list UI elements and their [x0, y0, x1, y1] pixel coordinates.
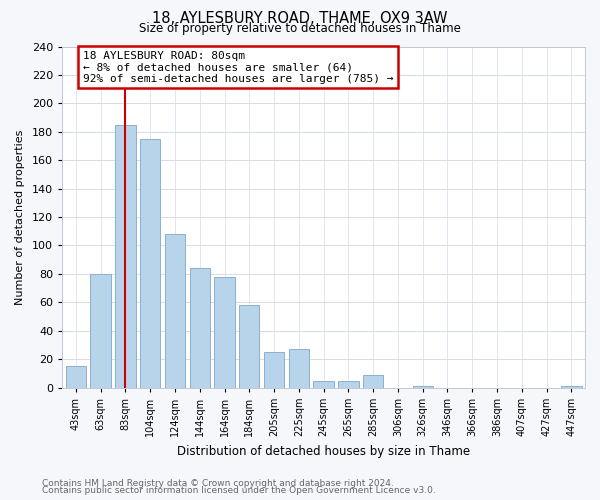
Text: 18, AYLESBURY ROAD, THAME, OX9 3AW: 18, AYLESBURY ROAD, THAME, OX9 3AW [152, 11, 448, 26]
Text: Contains public sector information licensed under the Open Government Licence v3: Contains public sector information licen… [42, 486, 436, 495]
Bar [214, 277, 235, 388]
Bar [140, 139, 160, 388]
Bar [239, 305, 259, 388]
Bar [338, 380, 359, 388]
Bar [363, 375, 383, 388]
Y-axis label: Number of detached properties: Number of detached properties [15, 130, 25, 305]
Text: 18 AYLESBURY ROAD: 80sqm
← 8% of detached houses are smaller (64)
92% of semi-de: 18 AYLESBURY ROAD: 80sqm ← 8% of detache… [83, 51, 393, 84]
Bar [91, 274, 111, 388]
Bar [313, 380, 334, 388]
Bar [561, 386, 581, 388]
Bar [190, 268, 210, 388]
Text: Size of property relative to detached houses in Thame: Size of property relative to detached ho… [139, 22, 461, 35]
Bar [289, 350, 309, 388]
Bar [65, 366, 86, 388]
Text: Contains HM Land Registry data © Crown copyright and database right 2024.: Contains HM Land Registry data © Crown c… [42, 478, 394, 488]
Bar [413, 386, 433, 388]
Bar [165, 234, 185, 388]
Bar [264, 352, 284, 388]
Bar [115, 124, 136, 388]
X-axis label: Distribution of detached houses by size in Thame: Distribution of detached houses by size … [177, 444, 470, 458]
